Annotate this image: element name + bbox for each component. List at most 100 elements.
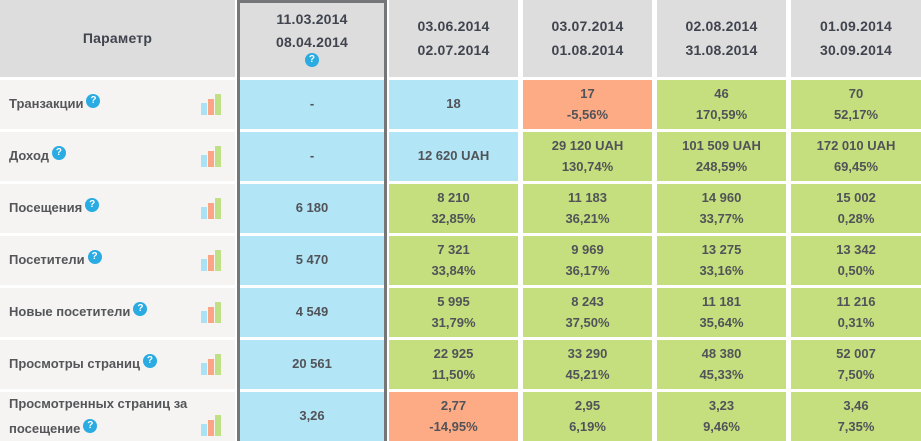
value-cell: 13 275 33,16% (657, 236, 786, 285)
row-label-cell: Просмотры страниц? (0, 340, 235, 389)
cell-percent-change: 32,85% (431, 210, 476, 226)
help-icon[interactable]: ? (142, 354, 157, 369)
cell-percent-change: 45,33% (699, 366, 744, 382)
cell-value: 11 181 (701, 294, 742, 310)
cell-percent-change: -14,95% (429, 418, 478, 434)
value-cell: 18 (389, 80, 518, 129)
cell-value: 14 960 (701, 190, 742, 206)
row-label-cell: Доход? (0, 132, 235, 181)
period-column-header[interactable]: 03.06.2014 02.07.2014 (389, 0, 518, 77)
cell-value: 5 995 (437, 294, 470, 310)
cell-value: 172 010 UAH (816, 138, 896, 154)
bar-chart-icon[interactable] (201, 354, 223, 375)
cell-percent-change: 0,28% (837, 210, 875, 226)
parameter-label: Доход? (9, 144, 66, 168)
help-icon[interactable]: ? (51, 146, 66, 161)
bar-chart-icon[interactable] (201, 250, 223, 271)
cell-percent-change: 37,50% (565, 314, 610, 330)
cell-value: 3,23 (708, 398, 735, 414)
cell-percent-change: 33,77% (699, 210, 744, 226)
cell-value: 8 210 (437, 190, 470, 206)
period-start-date: 03.07.2014 (551, 18, 624, 35)
value-cell: 12 620 UAH (389, 132, 518, 181)
cell-percent-change: 9,46% (703, 418, 740, 434)
value-cell: 8 243 37,50% (523, 288, 652, 337)
cell-value: 101 509 UAH (682, 138, 761, 154)
cell-value: - (309, 96, 315, 112)
cell-value: 6 180 (295, 200, 329, 216)
help-icon[interactable]: ? (87, 250, 102, 265)
period-end-date: 08.04.2014 (275, 34, 349, 50)
cell-percent-change: 11,50% (431, 366, 476, 382)
value-cell: 22 925 11,50% (389, 340, 518, 389)
period-column-header[interactable]: 01.09.2014 30.09.2014 (791, 0, 921, 77)
param-column-title: Параметр (82, 29, 153, 46)
value-cell: 101 509 UAH 248,59% (657, 132, 786, 181)
period-start-date: 11.03.2014 (276, 10, 348, 27)
help-icon[interactable]: ? (133, 302, 148, 317)
bar-chart-icon[interactable] (201, 198, 223, 219)
bar-chart-icon[interactable] (201, 302, 223, 323)
cell-value: 13 342 (836, 242, 876, 258)
period-start-date: 02.08.2014 (685, 18, 758, 35)
cell-percent-change: 170,59% (695, 106, 748, 122)
cell-value: 33 290 (567, 346, 608, 362)
cell-value: 70 (848, 86, 864, 102)
parameter-label: Посещения? (9, 196, 100, 220)
value-cell: 172 010 UAH 69,45% (791, 132, 921, 181)
cell-percent-change: 36,17% (565, 262, 610, 278)
value-cell: 3,46 7,35% (791, 392, 921, 441)
cell-value: 12 620 UAH (417, 148, 490, 164)
value-cell: 52 007 7,50% (791, 340, 921, 389)
cell-percent-change: 33,16% (699, 262, 744, 278)
value-cell: 48 380 45,33% (657, 340, 786, 389)
row-label-cell: Новые посетители? (0, 288, 235, 337)
value-cell: 5 470 (240, 236, 384, 285)
value-cell: 70 52,17% (791, 80, 921, 129)
value-cell: 8 210 32,85% (389, 184, 518, 233)
help-icon[interactable]: ? (85, 198, 100, 213)
parameter-label: Транзакции? (9, 92, 101, 116)
cell-value: 11 216 (836, 294, 876, 310)
bar-chart-icon[interactable] (201, 94, 223, 115)
cell-percent-change: 248,59% (695, 158, 748, 174)
period-column-header[interactable]: 02.08.2014 31.08.2014 (657, 0, 786, 77)
parameter-label: Просмотренных страниц за посещение? (9, 396, 188, 436)
parameter-label: Новые посетители? (9, 300, 148, 324)
cell-value: 8 243 (571, 294, 604, 310)
period-start-date: 03.06.2014 (417, 18, 490, 35)
value-cell: 4 549 (240, 288, 384, 337)
value-cell: 7 321 33,84% (389, 236, 518, 285)
value-cell: 9 969 36,17% (523, 236, 652, 285)
cell-percent-change: 7,35% (837, 418, 875, 434)
help-icon[interactable]: ? (83, 418, 98, 433)
value-cell: 11 183 36,21% (523, 184, 652, 233)
cell-value: 17 (580, 86, 595, 102)
help-icon[interactable]: ? (86, 94, 101, 109)
cell-percent-change: 36,21% (565, 210, 610, 226)
period-end-date: 31.08.2014 (685, 41, 758, 58)
param-column-header: Параметр (0, 0, 235, 77)
cell-value: 46 (714, 86, 729, 102)
value-cell: 14 960 33,77% (657, 184, 786, 233)
cell-value: 11 183 (567, 190, 608, 206)
period-column-header[interactable]: 11.03.2014 08.04.2014? (240, 0, 384, 77)
bar-chart-icon[interactable] (201, 146, 223, 167)
period-column-header[interactable]: 03.07.2014 01.08.2014 (523, 0, 652, 77)
value-cell: 2,95 6,19% (523, 392, 652, 441)
cell-percent-change: 0,50% (837, 262, 875, 278)
help-icon[interactable]: ? (305, 53, 319, 68)
bar-chart-icon[interactable] (201, 415, 223, 436)
cell-percent-change: 45,21% (565, 366, 610, 382)
value-cell: 20 561 (240, 340, 384, 389)
value-cell: - (240, 132, 384, 181)
cell-value: 29 120 UAH (551, 138, 624, 154)
parameter-label: Просмотры страниц? (9, 352, 157, 376)
value-cell: 33 290 45,21% (523, 340, 652, 389)
cell-value: 5 470 (295, 252, 329, 268)
cell-percent-change: 0,31% (837, 314, 875, 330)
value-cell: 15 002 0,28% (791, 184, 921, 233)
period-start-date: 01.09.2014 (819, 18, 893, 35)
cell-percent-change: 69,45% (833, 158, 879, 174)
cell-value: 3,46 (843, 398, 869, 414)
